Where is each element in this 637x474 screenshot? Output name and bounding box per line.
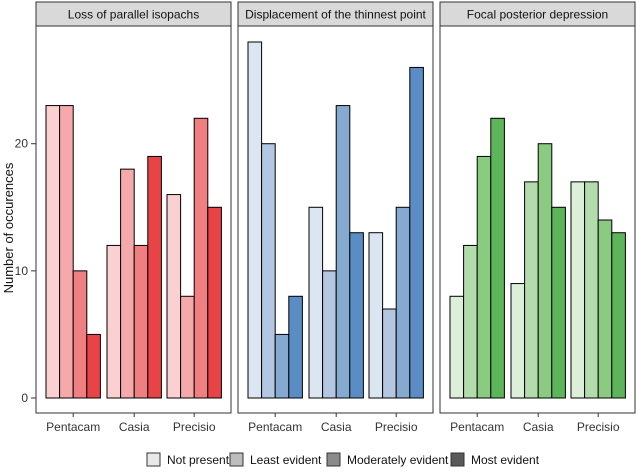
bar [476,155,492,399]
panel-strip [237,1,434,27]
panel: Focal posterior depression Pentacam Casia P… [439,1,636,434]
panel: Loss of parallel isopachs Pentacam Casia Pr… [35,1,232,434]
bar [247,41,263,399]
bar [147,155,162,399]
bar [584,181,599,399]
panel-strip [35,1,232,27]
bar [166,194,182,399]
bar [409,66,424,399]
x-tick-label: Pentacam [248,420,302,434]
legend-swatch [229,452,244,467]
bar [261,143,276,399]
bar [335,105,351,399]
x-tick-label: Pentacam [46,420,100,434]
bar [288,295,303,399]
legend-swatch [146,452,161,467]
bar [207,206,222,399]
bar [349,232,364,399]
x-tick-label: Casia [321,420,352,434]
x-tick-label: Pentacam [450,420,504,434]
panel-title: Loss of parallel isopachs [68,8,199,22]
bar [524,181,539,399]
bar [86,333,101,399]
legend-swatch [326,452,341,467]
bar [133,244,149,399]
y-tick-label: 0 [21,391,28,405]
x-tick-label: Precisio [577,420,620,434]
bar [368,232,384,399]
bar [193,117,209,399]
legend-label: Not present [167,453,230,467]
bar [180,295,195,399]
bar [45,105,61,399]
x-tick-label: Casia [523,420,554,434]
x-tick-label: Casia [119,420,150,434]
panel: Displacement of the thinnest point Pentac… [237,1,434,434]
bar [449,295,465,399]
bar [72,270,88,399]
bar [106,244,122,399]
bar [322,270,337,399]
bar [551,206,566,399]
bar [308,206,324,399]
x-tick-label: Precisio [375,420,418,434]
bar [463,244,478,399]
legend-label: Least evident [250,453,322,467]
y-axis: 0 10 20 [15,137,36,405]
bar [382,308,397,399]
y-axis-label: Number of occurences [1,162,16,293]
bar [597,219,613,399]
panel-title: Focal posterior depression [467,8,608,22]
bar [510,283,526,399]
bar [59,105,74,399]
bar [570,181,586,399]
bar [395,206,411,399]
panels: Loss of parallel isopachs Pentacam Casia Pr… [35,1,636,434]
legend-label: Most evident [471,453,540,467]
legend: Not present Least evident Moderately evide… [146,452,540,467]
bar [274,333,290,399]
x-tick-label: Precisio [173,420,216,434]
panel-title: Displacement of the thinnest point [245,8,426,22]
bar [611,232,626,399]
y-tick-label: 10 [15,264,29,278]
y-tick-label: 20 [15,137,29,151]
legend-swatch [450,452,465,467]
bar [490,117,505,399]
legend-label: Moderately evident [347,453,449,467]
bar [120,168,135,399]
bar [537,143,553,399]
